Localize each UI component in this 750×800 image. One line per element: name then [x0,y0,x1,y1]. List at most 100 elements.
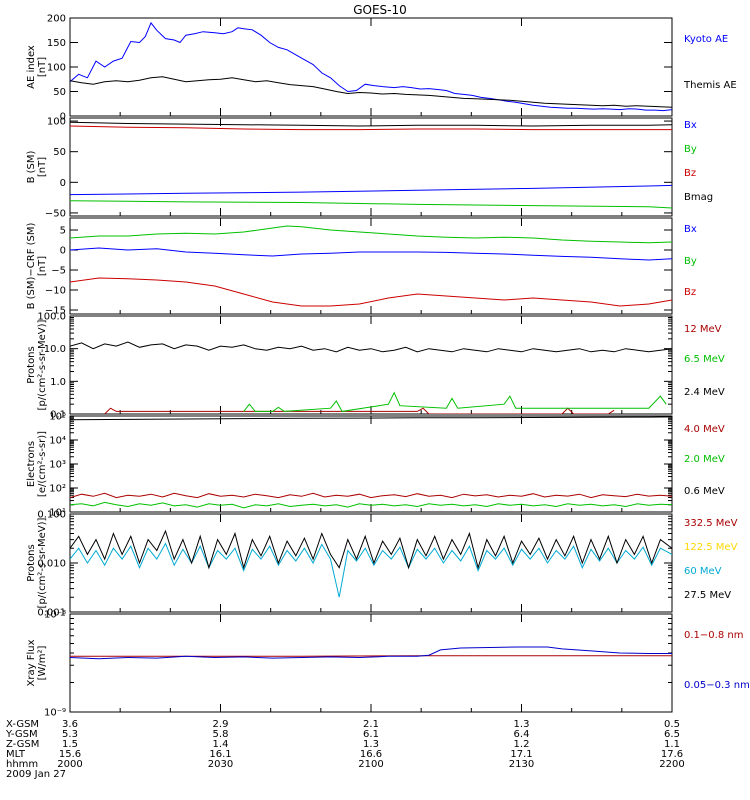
y-axis-label-line: [nT] [37,157,48,177]
y-axis-label-line: B (SM) [26,150,37,183]
series-line-5-3 [70,529,672,570]
y-axis-label: AE index[nT] [26,45,48,89]
x-row-value: 2.9 [213,719,229,730]
y-tick-label: 10⁻⁹ [44,708,66,719]
x-row-value: 3.6 [62,719,78,730]
y-tick-label: 50 [53,147,66,158]
series-line-2-2 [70,277,672,307]
y-tick-label: 10⁻⁸ [44,610,66,621]
series-line-1-2 [70,125,672,131]
legend-entry: Bz [684,168,696,179]
legend-entry: 2.4 MeV [684,387,725,398]
y-axis-label-line: Xray Flux [26,639,37,686]
y-axis-label-line: Protons [26,346,37,383]
y-tick-label: 0 [60,178,66,189]
y-tick-label: 1.0 [50,377,66,388]
legend-entry: 60 MeV [684,566,722,577]
y-tick-label: −15 [45,306,66,317]
y-axis-label-line: Protons [26,544,37,581]
y-axis-label: Xray Flux[W/m²] [26,639,48,686]
series-line-3-0 [104,407,615,414]
panel-5: 0.0010.0100.100Protons[p/(cm²-s-sr-MeV)]… [26,510,738,619]
legend-entry: 332.5 MeV [684,518,738,529]
x-row-value: 1.3 [514,719,530,730]
legend-entry: 0.05−0.3 nm [684,680,750,691]
series-line-6-1 [70,646,672,660]
y-tick-label: 200 [47,14,66,25]
legend-entry: 122.5 MeV [684,542,738,553]
x-row-value: 5.3 [62,729,78,740]
x-row-value: 6.4 [514,729,530,740]
y-axis-label-line: AE index [26,45,37,89]
series-line-5-2 [70,542,672,598]
panel-frame [69,513,673,613]
panel-6: 10⁻⁹ 10⁻⁸ Xray Flux[W/m²] 0.1−0.8 nm 0.05−0.… [26,610,750,719]
x-row-value: 2030 [208,759,233,770]
x-row-label: hhmm [6,759,38,770]
legend-entry: 4.0 MeV [684,424,725,435]
legend-entry: 6.5 MeV [684,354,725,365]
series-line-2-0 [70,247,672,261]
x-row-value: 1.1 [664,739,680,750]
series-line-0-1 [70,76,672,108]
x-row-value: 2100 [358,759,383,770]
y-axis-label: B (SM)−CRF (SM)[nT] [26,222,48,309]
y-axis-label: B (SM)[nT] [26,150,48,183]
x-row-value: 5.8 [213,729,229,740]
panel-0: 0 50 100 150 200 AE index[nT] Kyoto AE Themis A… [26,14,737,123]
x-row-label: Y-GSM [5,729,38,740]
panel-frame [69,17,673,117]
legend-entry: By [684,256,697,267]
legend-entry: Bmag [684,192,713,203]
y-axis-label-line: [nT] [37,57,48,77]
x-row-value: 2200 [659,759,684,770]
y-tick-label: 10³ [49,460,66,471]
y-tick-label: 50 [53,87,66,98]
y-tick-label: −50 [45,208,66,219]
series-line-0-0 [70,21,672,112]
panel-frame [69,315,673,415]
y-tick-label: 0.001 [37,608,66,619]
x-row-label: Z-GSM [6,739,39,750]
x-row-value: 17.6 [661,749,683,760]
legend-entry: 0.6 MeV [684,486,725,497]
y-axis-label: Protons[p/(cm²-s-sr-MeV)] [26,319,48,410]
panel-1: −50 0 50 100 B (SM)[nT] Bx By Bz Bmag [26,117,713,220]
x-row-value: 1.4 [213,739,229,750]
x-row-value: 0.5 [664,719,680,730]
legend-entry: 12 MeV [684,324,722,335]
x-row-value: 16.1 [209,749,231,760]
x-row-value: 6.1 [363,729,379,740]
x-row-value: 1.5 [62,739,78,750]
y-axis-label-line: [e/(cm²-s-sr)] [37,431,48,497]
x-row-value: 2000 [57,759,82,770]
legend-entry: Bx [684,224,697,235]
series-line-1-0 [70,184,672,196]
series-line-3-2 [70,341,672,353]
y-tick-label: 5 [60,226,66,237]
chart-title: GOES-10 [353,3,407,17]
legend-entry: 0.1−0.8 nm [684,630,743,641]
panel-frame [69,613,673,713]
y-tick-label: 10.0 [44,344,66,355]
series-line-4-1 [70,501,672,509]
y-axis-label-line: [p/(cm²-s-sr-MeV)] [37,517,48,608]
x-row-value: 17.1 [510,749,532,760]
series-line-6-0 [70,655,672,657]
legend-entry: Bx [684,120,697,131]
x-row-value: 6.5 [664,729,680,740]
y-axis-label: Protons[p/(cm²-s-sr-MeV)] [26,517,48,608]
date-label: 2009 Jan 27 [6,769,66,780]
y-tick-label: 0.1 [50,410,66,421]
legend-entry: Bz [684,287,696,298]
panel-2: −15 −10 −5 0 5 B (SM)−CRF (SM)[nT] Bx By Bz [26,217,697,317]
series-line-1-1 [70,200,672,209]
x-row-value: 1.3 [363,739,379,750]
y-tick-label: 10⁵ [49,412,66,423]
y-tick-label: 100.0 [37,312,66,323]
y-axis-label-line: [nT] [37,256,48,276]
series-line-2-1 [70,225,672,244]
y-axis-label-line: [W/m²] [37,645,48,680]
x-row-value: 2130 [509,759,534,770]
